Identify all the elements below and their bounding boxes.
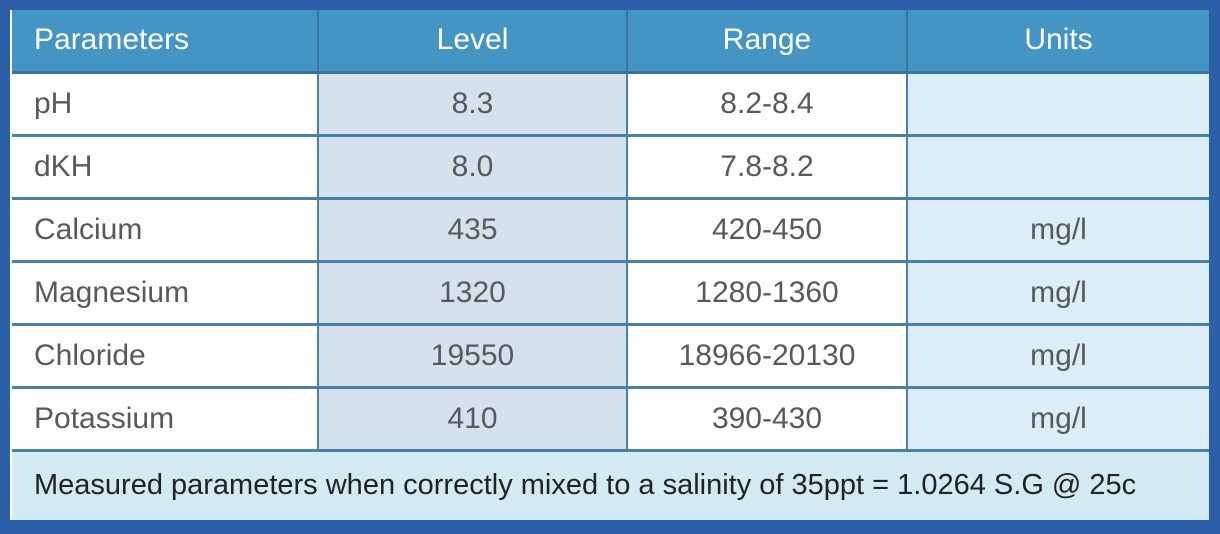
units-cell: mg/l [906, 259, 1209, 326]
header-row: Parameters Level Range Units [12, 10, 1209, 74]
water-parameters-table: Parameters Level Range Units pH 8.3 8.2-… [12, 10, 1209, 520]
table-row-dkh: dKH 8.0 7.8-8.2 [12, 133, 1209, 200]
column-header-parameters: Parameters [12, 10, 319, 74]
table-row-ph: pH 8.3 8.2-8.4 [12, 70, 1209, 137]
column-header-units: Units [906, 10, 1209, 74]
level-cell: 8.3 [317, 70, 628, 137]
table-row-potassium: Potassium 410 390-430 mg/l [12, 385, 1209, 452]
range-cell: 390-430 [626, 385, 908, 452]
units-cell: mg/l [906, 385, 1209, 452]
column-header-level: Level [317, 10, 628, 74]
level-cell: 19550 [317, 322, 628, 389]
units-cell: mg/l [906, 196, 1209, 263]
table-sheet: Parameters Level Range Units pH 8.3 8.2-… [10, 10, 1209, 520]
table-header: Parameters Level Range Units [12, 10, 1209, 74]
level-cell: 8.0 [317, 133, 628, 200]
table-body: pH 8.3 8.2-8.4 dKH 8.0 7.8-8.2 Calcium 4… [12, 70, 1209, 452]
range-cell: 18966-20130 [626, 322, 908, 389]
units-cell [906, 133, 1209, 200]
parameter-cell: Chloride [12, 322, 319, 389]
parameter-cell: dKH [12, 133, 319, 200]
units-cell [906, 70, 1209, 137]
range-cell: 1280-1360 [626, 259, 908, 326]
parameter-cell: pH [12, 70, 319, 137]
table-footer: Measured parameters when correctly mixed… [12, 448, 1209, 520]
footnote-text: Measured parameters when correctly mixed… [12, 448, 1209, 520]
table-row-magnesium: Magnesium 1320 1280-1360 mg/l [12, 259, 1209, 326]
table-row-calcium: Calcium 435 420-450 mg/l [12, 196, 1209, 263]
footnote-row: Measured parameters when correctly mixed… [12, 448, 1209, 520]
column-header-range: Range [626, 10, 908, 74]
table-row-chloride: Chloride 19550 18966-20130 mg/l [12, 322, 1209, 389]
level-cell: 1320 [317, 259, 628, 326]
level-cell: 435 [317, 196, 628, 263]
range-cell: 8.2-8.4 [626, 70, 908, 137]
parameter-cell: Calcium [12, 196, 319, 263]
parameter-cell: Magnesium [12, 259, 319, 326]
parameter-cell: Potassium [12, 385, 319, 452]
range-cell: 420-450 [626, 196, 908, 263]
range-cell: 7.8-8.2 [626, 133, 908, 200]
units-cell: mg/l [906, 322, 1209, 389]
level-cell: 410 [317, 385, 628, 452]
